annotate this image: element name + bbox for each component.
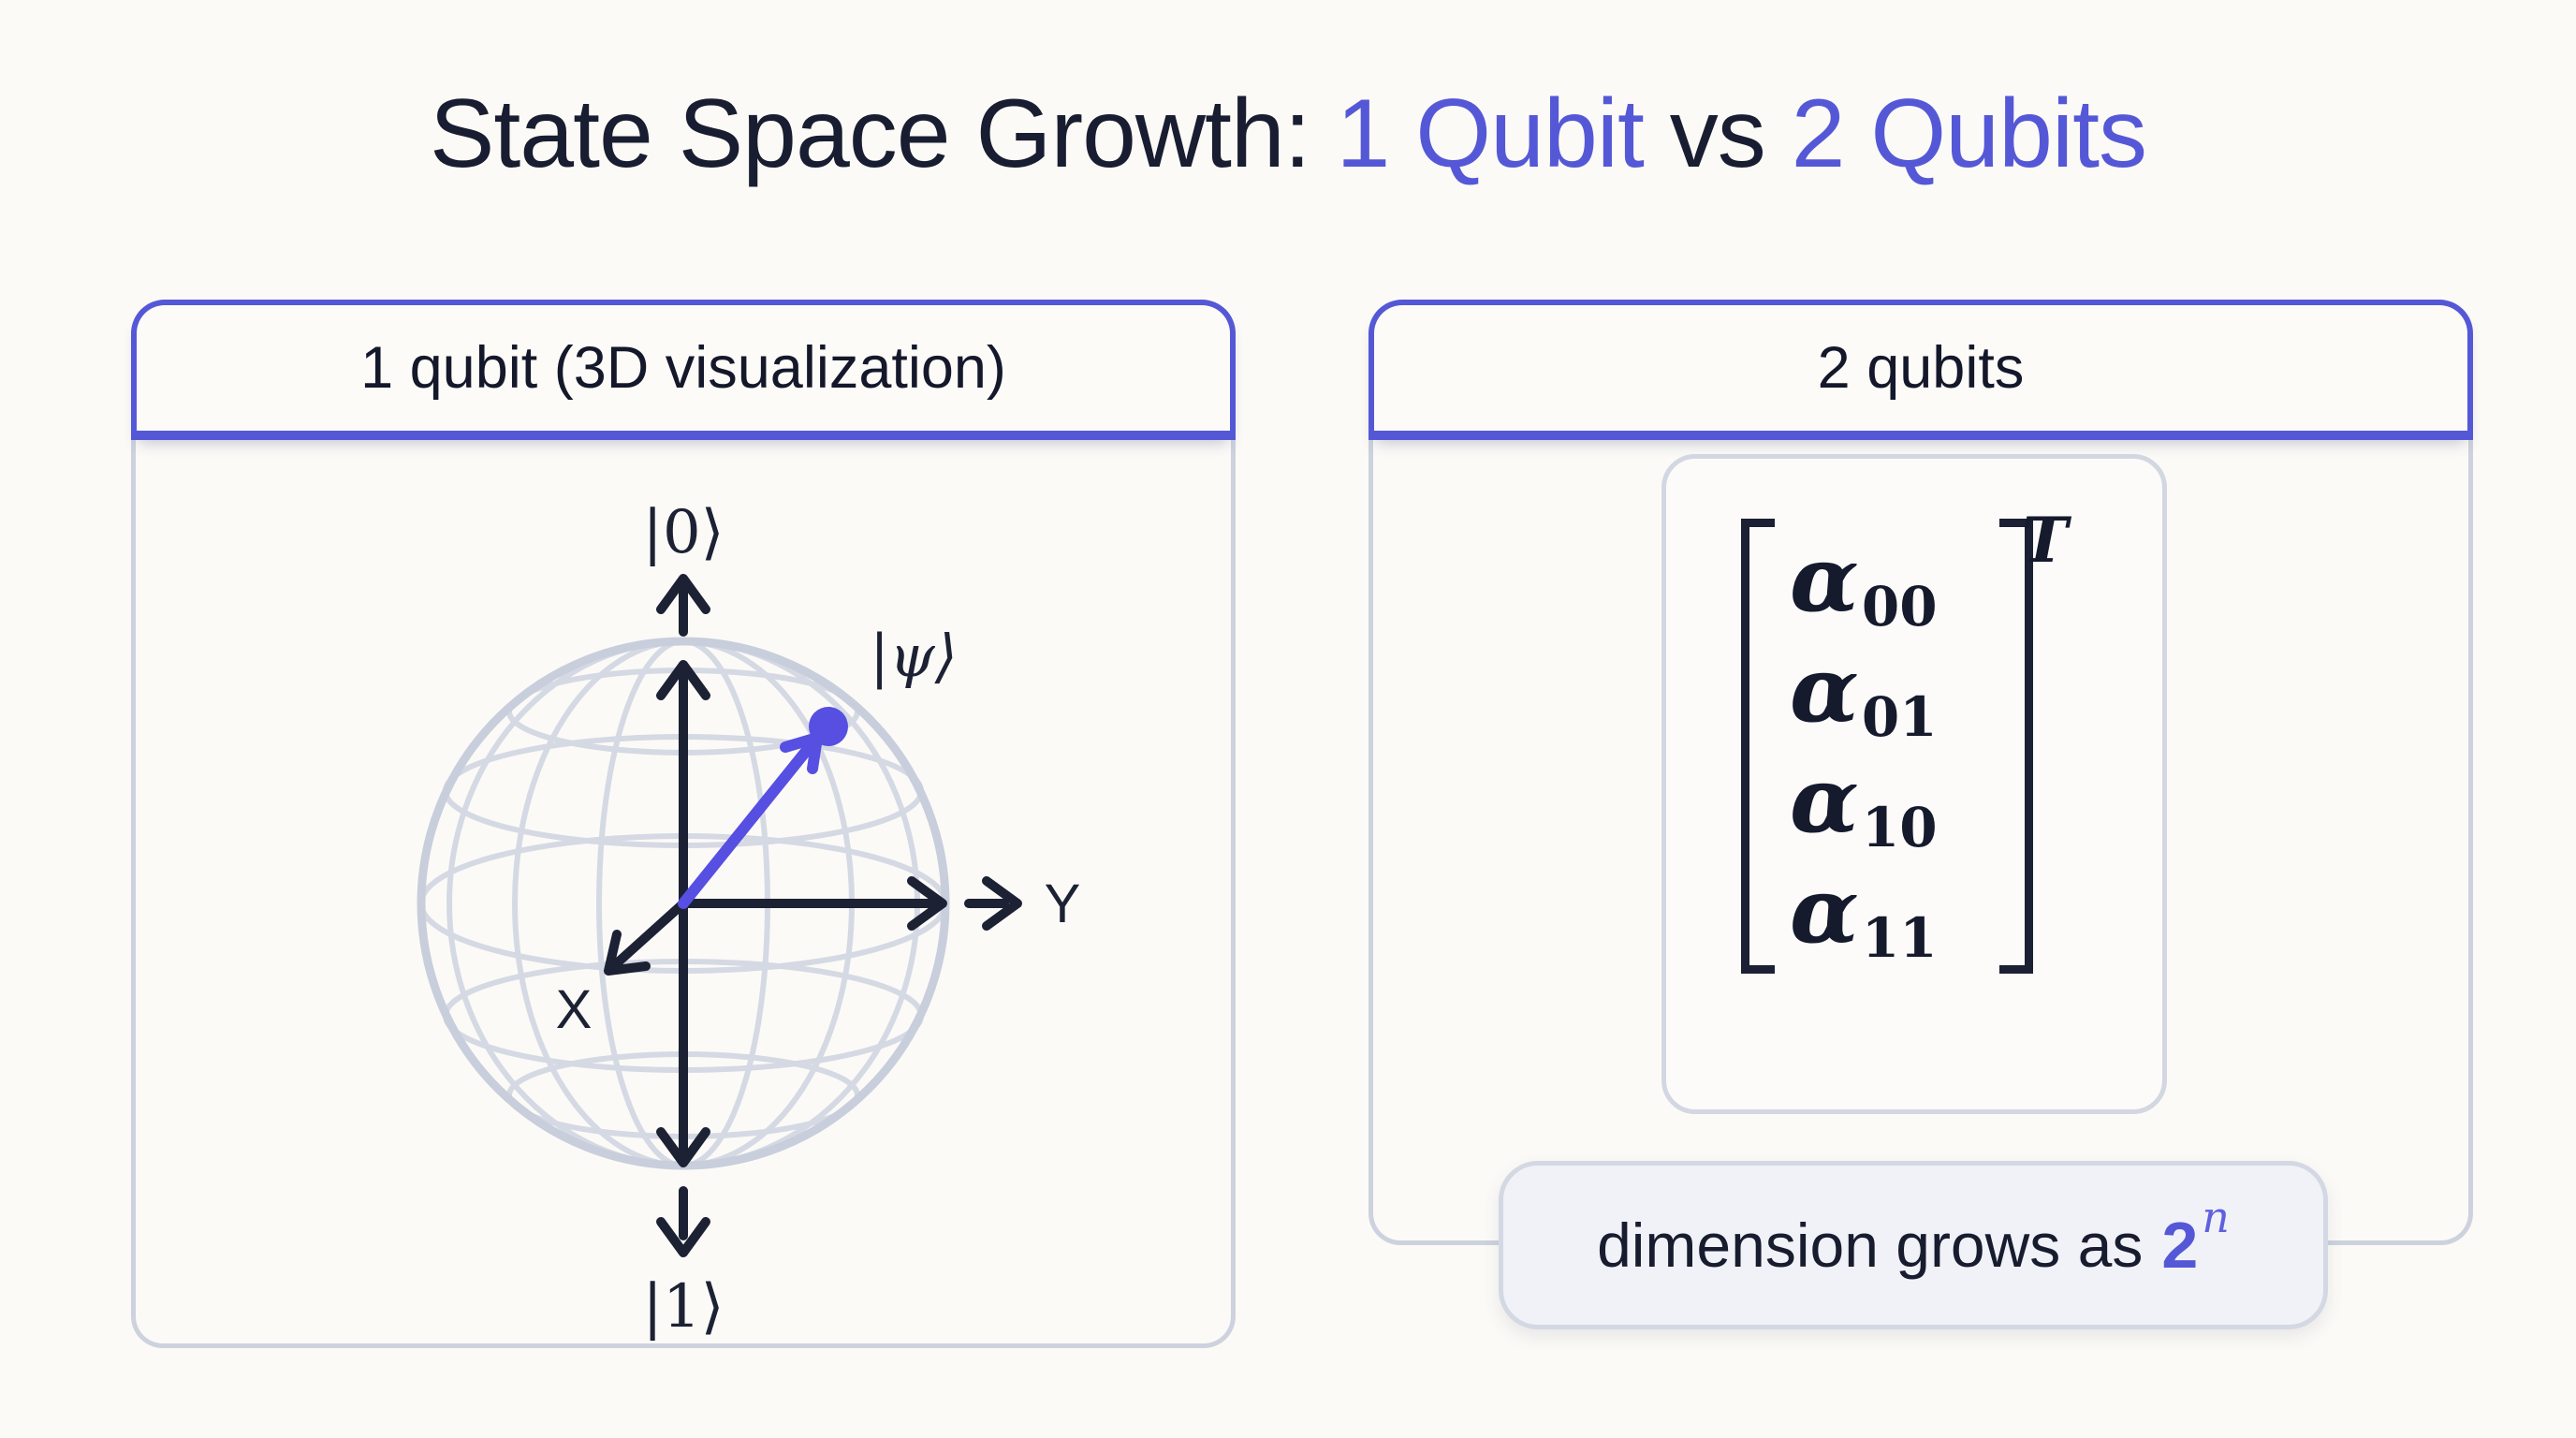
panel-1-qubit-title: 1 qubit (3D visualization) bbox=[360, 335, 1006, 401]
matrix-left-bracket bbox=[1741, 519, 1775, 974]
state-vector-line bbox=[678, 743, 813, 909]
panel-2-qubits-header: 2 qubits bbox=[1368, 300, 2473, 440]
title-segment-dark: State Space Growth: bbox=[430, 80, 1337, 188]
panel-1-qubit-header: 1 qubit (3D visualization) bbox=[131, 300, 1236, 440]
dimension-base: 2 bbox=[2161, 1209, 2199, 1282]
alpha-symbol: α bbox=[1790, 747, 1859, 853]
transpose-superscript: T bbox=[2022, 504, 2069, 577]
ket1-arrowhead-icon bbox=[656, 1217, 710, 1257]
state-vector-matrix: α 00 α 01 α 10 α 11 T bbox=[1741, 504, 2068, 974]
z-axis-up-arrowhead-icon bbox=[656, 660, 710, 700]
matrix-row-00: α 00 bbox=[1790, 526, 1938, 638]
matrix-right-bracket bbox=[1999, 519, 2033, 974]
matrix-row-01: α 01 bbox=[1790, 637, 1938, 749]
matrix-rows: α 00 α 01 α 10 α 11 bbox=[1790, 524, 1938, 966]
y-axis-arrowhead-icon bbox=[907, 876, 947, 931]
panel-1-qubit: 1 qubit (3D visualization) bbox=[131, 300, 1236, 1348]
psi-label: |ψ⟩ bbox=[870, 622, 958, 690]
state-point-dot bbox=[809, 707, 848, 746]
x-axis-arrowhead-icon bbox=[604, 930, 651, 976]
dimension-note-pill: dimension grows as 2 n bbox=[1499, 1161, 2328, 1329]
matrix-row-11: α 11 bbox=[1790, 858, 1938, 970]
dimension-note-text: dimension grows as bbox=[1597, 1211, 2144, 1280]
state-vector-card: α 00 α 01 α 10 α 11 T bbox=[1661, 454, 2167, 1114]
panel-2-qubits: 2 qubits α 00 α 01 α 10 α 11 T dimension gro… bbox=[1368, 300, 2473, 1329]
y-axis-label: Y bbox=[1045, 873, 1081, 934]
z-axis-down-arrowhead-icon bbox=[656, 1127, 710, 1167]
title-segment-vs: vs bbox=[1643, 80, 1792, 188]
state-vector-arrow bbox=[678, 707, 848, 909]
page-title: State Space Growth: 1 Qubit vs 2 Qubits bbox=[0, 79, 2576, 190]
alpha-symbol: α bbox=[1790, 858, 1859, 963]
alpha-symbol: α bbox=[1790, 637, 1859, 742]
x-axis-label: X bbox=[556, 979, 593, 1040]
title-segment-1qubit: 1 Qubit bbox=[1336, 80, 1645, 188]
ket0-label: |0⟩ bbox=[642, 498, 724, 567]
title-segment-2qubits: 2 Qubits bbox=[1791, 80, 2147, 188]
dimension-exponent: n bbox=[2202, 1192, 2230, 1242]
matrix-row-10: α 10 bbox=[1790, 747, 1938, 859]
alpha-symbol: α bbox=[1790, 526, 1859, 632]
bloch-axes bbox=[604, 574, 1022, 1257]
panel-2-qubits-title: 2 qubits bbox=[1817, 335, 2025, 401]
bloch-sphere-diagram: |0⟩ |1⟩ |ψ⟩ Y X bbox=[417, 498, 1081, 1342]
ket0-arrowhead-icon bbox=[656, 574, 710, 614]
ket1-label: |1⟩ bbox=[642, 1272, 724, 1342]
y-axis-outer-arrowhead-icon bbox=[982, 876, 1022, 931]
x-axis-line bbox=[613, 899, 688, 967]
